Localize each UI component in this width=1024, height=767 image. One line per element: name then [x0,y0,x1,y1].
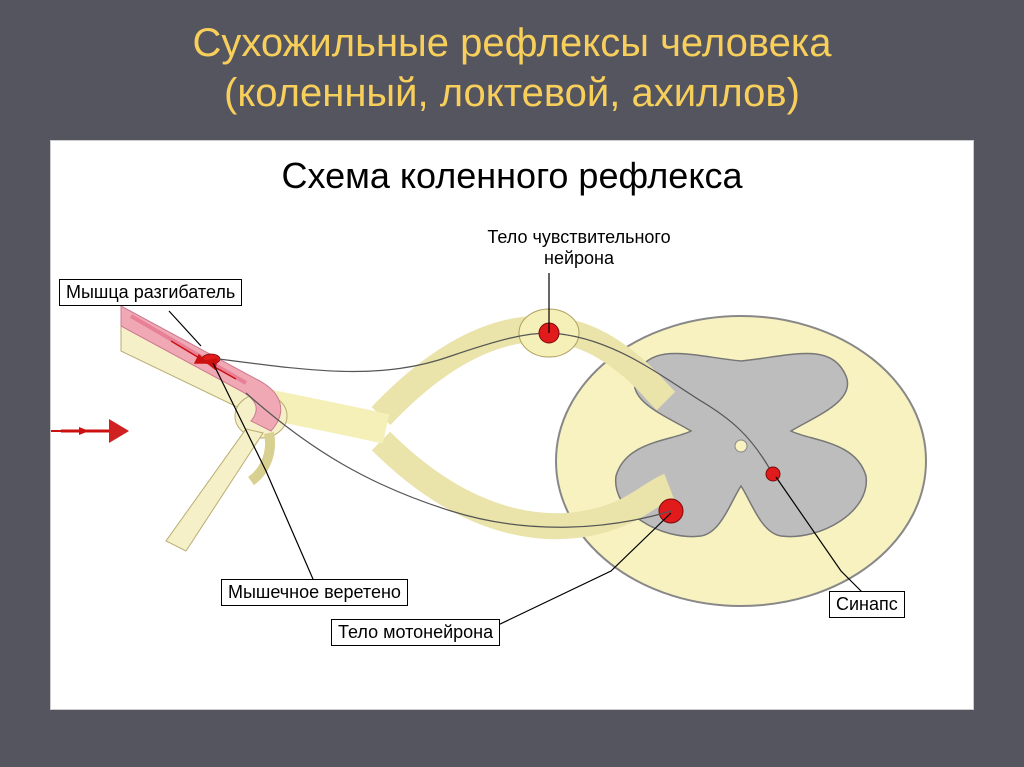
title-line-2: (коленный, локтевой, ахиллов) [224,71,800,115]
diagram-panel: Схема коленного рефлекса [50,140,974,710]
slide-title: Сухожильные рефлексы человека (коленный,… [0,0,1024,128]
label-synapse: Синапс [829,591,905,618]
label-sensory-neuron: Тело чувствительного нейрона [459,227,699,268]
label-extensor-muscle: Мышца разгибатель [59,279,242,306]
knee-leg [121,306,287,551]
label-motoneuron: Тело мотонейрона [331,619,500,646]
reflex-hammer-icon [51,419,129,443]
title-line-1: Сухожильные рефлексы человека [192,21,831,65]
label-muscle-spindle: Мышечное веретено [221,579,408,606]
